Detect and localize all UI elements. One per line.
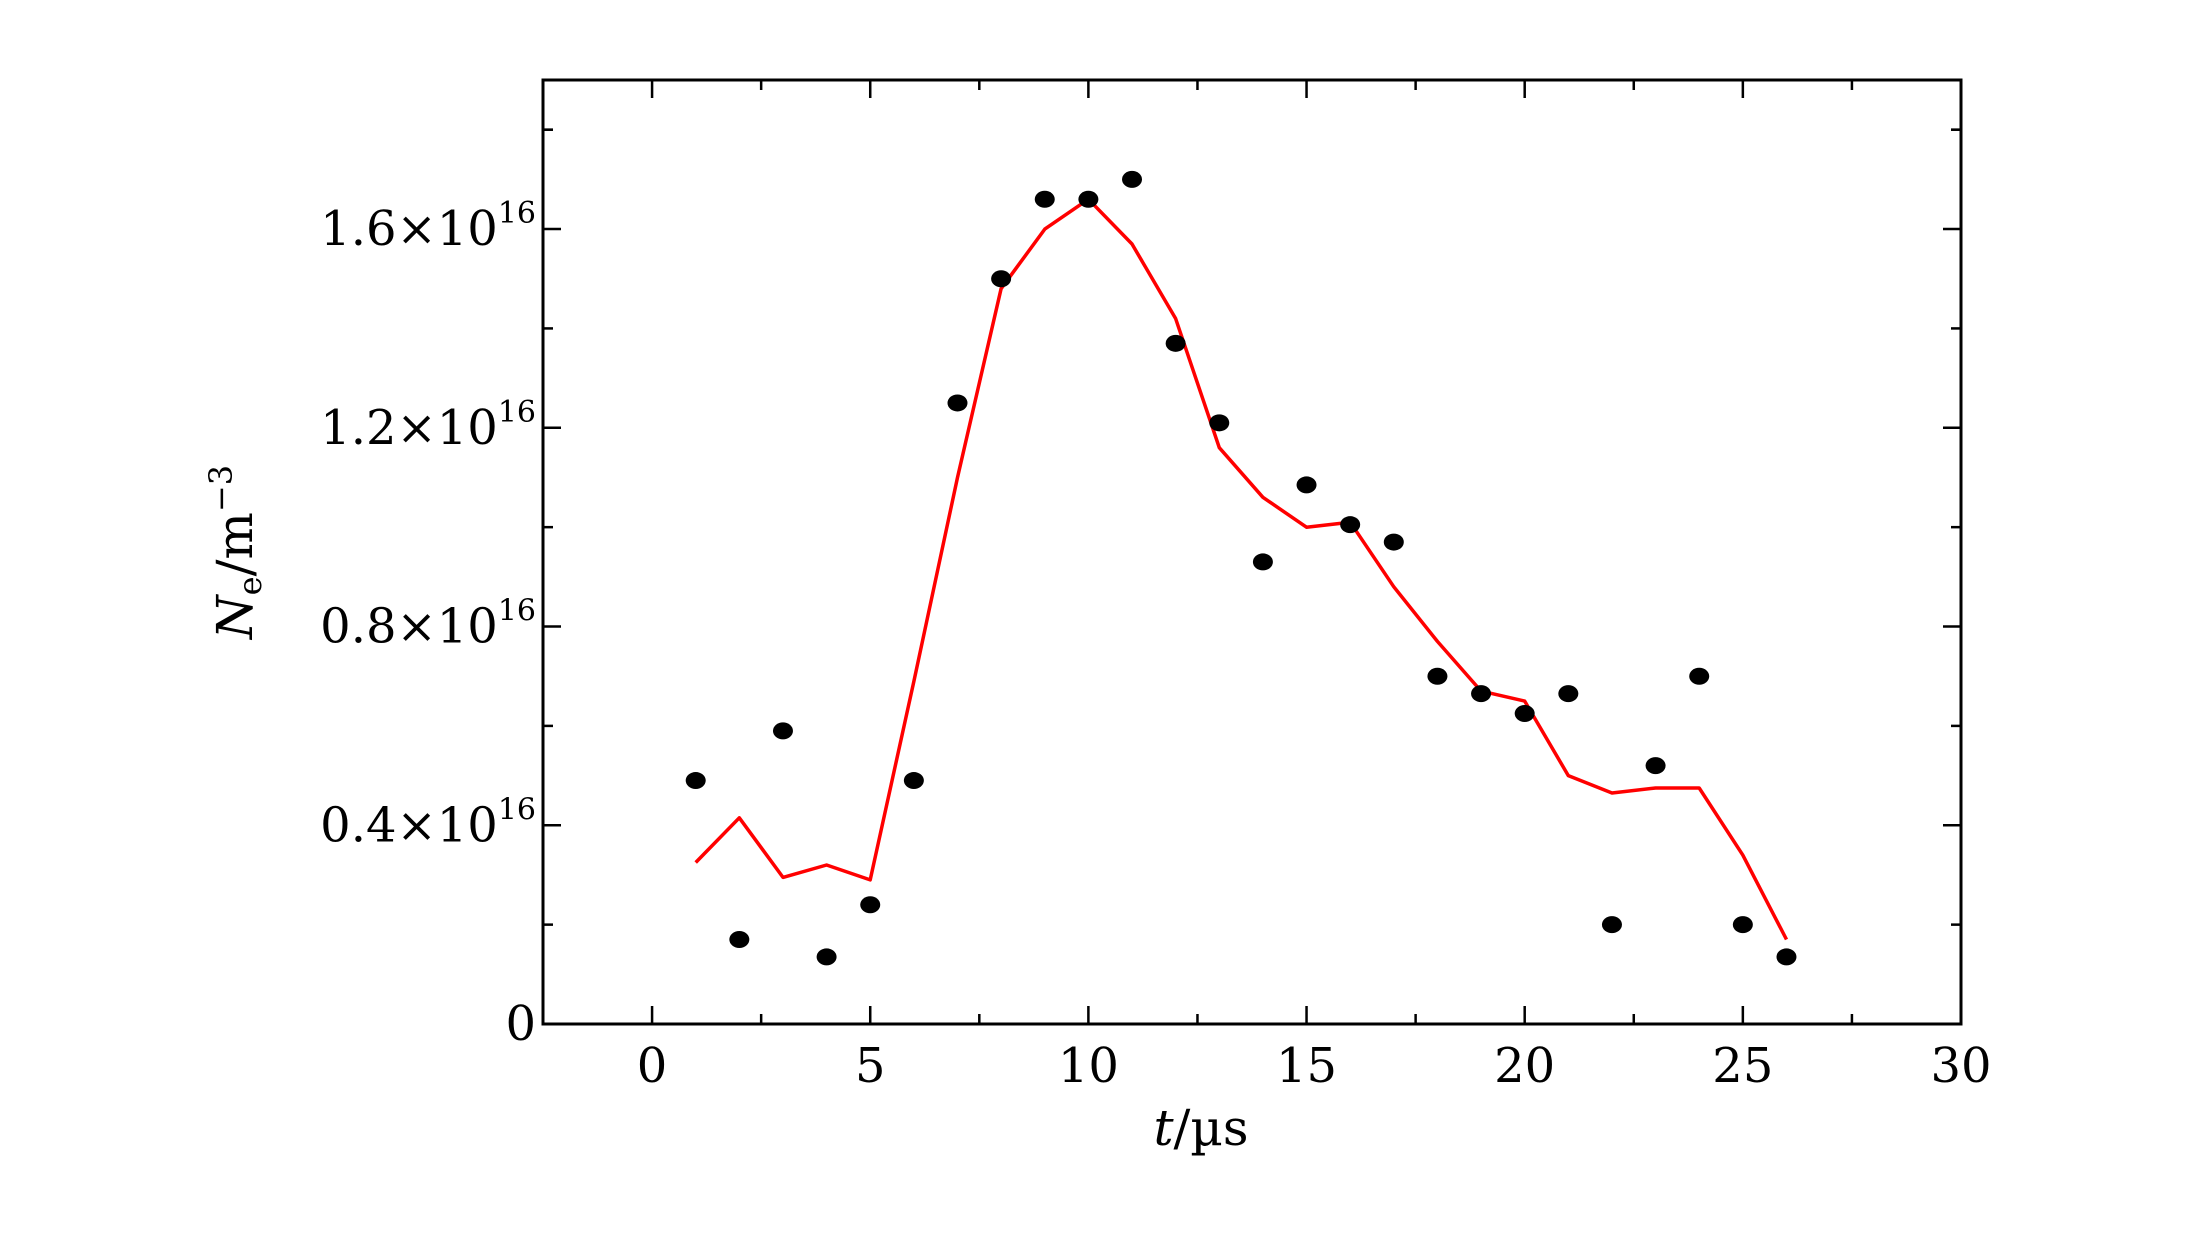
data-point — [1558, 685, 1579, 703]
y-tick-label: 0.8×1016 — [320, 594, 536, 655]
x-tick-labels: 0 5 10 15 20 25 30 — [637, 1038, 1992, 1094]
y-tick-exponent: 16 — [498, 395, 536, 430]
data-point — [1601, 916, 1622, 934]
data-point — [1340, 516, 1361, 534]
x-tick-label: 15 — [1276, 1038, 1337, 1094]
data-point — [1776, 948, 1797, 966]
data-point — [1732, 916, 1753, 934]
data-point — [991, 270, 1012, 288]
data-point — [1645, 757, 1666, 775]
data-point — [1252, 553, 1273, 571]
y-tick-label: 0.4×1016 — [320, 792, 536, 853]
y-tick-mantissa: 1.6×10 — [320, 201, 498, 257]
data-point — [1383, 533, 1404, 551]
x-tick-label: 30 — [1930, 1038, 1991, 1094]
x-tick-label: 10 — [1058, 1038, 1119, 1094]
y-tick-exponent: 16 — [498, 594, 536, 629]
y-axis-label: Ne/m−3 — [202, 465, 269, 640]
data-point — [1034, 190, 1055, 208]
data-point — [1427, 667, 1448, 685]
x-tick-label: 25 — [1712, 1038, 1773, 1094]
x-axis-label-var: t — [1153, 1099, 1174, 1157]
y-axis-label-sup: −3 — [202, 465, 240, 512]
data-point — [903, 772, 924, 790]
y-axis-label-sub: e — [231, 576, 269, 595]
y-tick-mantissa: 0.8×10 — [320, 599, 498, 655]
x-tick-label: 0 — [637, 1038, 668, 1094]
y-tick-exponent: 16 — [498, 792, 536, 827]
y-tick-label: 1.2×1016 — [320, 395, 536, 456]
x-tick-label: 20 — [1494, 1038, 1555, 1094]
data-point — [860, 896, 881, 914]
data-point — [816, 948, 837, 966]
data-point — [729, 931, 750, 949]
y-axis-label-unit: /m — [206, 512, 264, 576]
data-point — [1122, 170, 1143, 188]
data-point — [1689, 667, 1710, 685]
y-tick-mantissa: 0.4×10 — [320, 797, 498, 853]
y-axis-label-var: N — [206, 593, 264, 640]
x-axis-label: t/µs — [1153, 1099, 1248, 1157]
plot-frame — [541, 78, 1963, 1026]
data-point — [1471, 685, 1492, 703]
data-point — [947, 394, 968, 412]
data-point — [1514, 704, 1535, 722]
data-point — [1296, 476, 1317, 494]
x-tick-label: 5 — [855, 1038, 886, 1094]
x-axis-label-unit: /µs — [1174, 1099, 1249, 1157]
scatter-points-layer — [685, 170, 1797, 966]
y-tick-mantissa: 1.2×10 — [320, 400, 498, 456]
data-point — [1209, 414, 1230, 432]
fit-line-layer — [694, 197, 1789, 941]
y-tick-label: 1.6×1016 — [320, 196, 536, 257]
y-tick-mantissa: 0 — [505, 996, 536, 1052]
y-tick-exponent: 16 — [498, 196, 536, 231]
data-point — [685, 772, 706, 790]
y-tick-label: 0 — [505, 996, 536, 1052]
data-point — [772, 722, 793, 740]
axis-ticks — [541, 80, 1963, 1026]
data-point — [1078, 190, 1099, 208]
fit-line — [694, 197, 1789, 941]
data-point — [1165, 334, 1186, 352]
